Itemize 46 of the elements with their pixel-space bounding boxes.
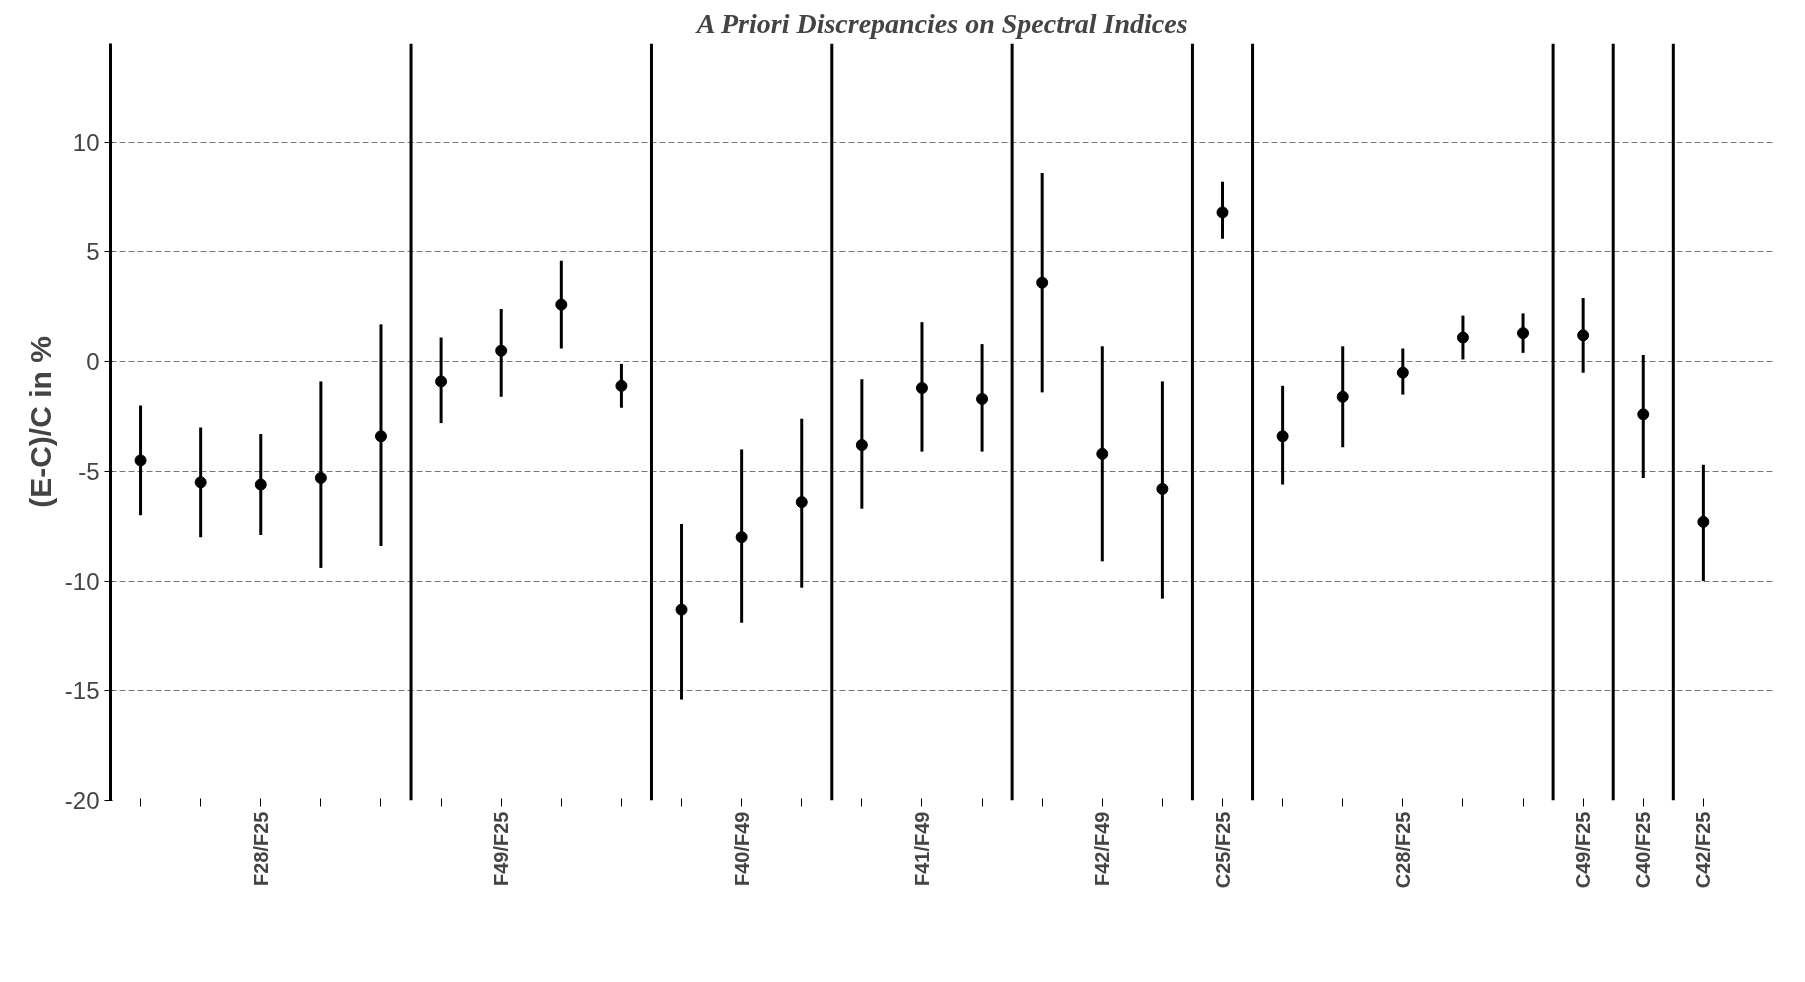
y-axis-title: (E-C)/C in % [23,336,57,508]
point [194,476,207,489]
point [1336,390,1349,403]
point [134,454,147,467]
point [374,430,387,443]
point [915,382,928,394]
point [555,298,568,311]
x-tick-label: F40/F49 [730,811,753,886]
x-tick-label: C49/F25 [1572,811,1595,889]
point [495,344,508,357]
point [1697,515,1710,528]
x-tick-label: C28/F25 [1391,811,1414,889]
point [795,496,808,509]
point [1577,329,1590,342]
point [1276,430,1289,443]
point [735,531,748,544]
point [314,471,327,484]
y-tick-label: 5 [86,238,100,266]
point [675,603,688,616]
y-tick-label: 10 [72,128,100,156]
x-tick-label: F42/F49 [1091,811,1114,886]
point [1637,408,1650,421]
y-tick-label: 0 [86,348,100,376]
y-tick-label: -20 [64,787,100,814]
x-tick-label: C42/F25 [1692,811,1715,889]
x-tick-label: F41/F49 [910,811,933,886]
x-tick-label: C25/F25 [1211,811,1234,889]
point [435,375,448,388]
point [976,392,989,405]
point [1216,206,1229,219]
y-tick-label: -5 [78,457,100,485]
chart-title: A Priori Discrepancies on Spectral Indices [694,7,1188,39]
point [1036,276,1049,289]
x-tick-label: F49/F25 [490,811,513,886]
point [1396,366,1409,379]
point [615,379,628,392]
point [855,439,868,452]
point [254,478,267,491]
point [1456,331,1469,344]
point [1096,447,1109,460]
y-tick-label: -10 [64,567,100,595]
y-tick-label: -15 [64,677,100,705]
point [1156,482,1169,495]
x-tick-label: F28/F25 [249,811,272,886]
x-tick-label: C40/F25 [1632,811,1655,889]
point [1517,327,1530,340]
